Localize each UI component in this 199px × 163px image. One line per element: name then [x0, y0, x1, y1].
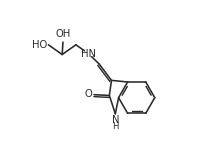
- Text: H: H: [112, 122, 119, 131]
- Text: N: N: [112, 115, 119, 125]
- Text: HN: HN: [81, 49, 96, 59]
- Text: O: O: [85, 89, 93, 99]
- Text: HO: HO: [32, 40, 48, 50]
- Text: OH: OH: [55, 29, 71, 39]
